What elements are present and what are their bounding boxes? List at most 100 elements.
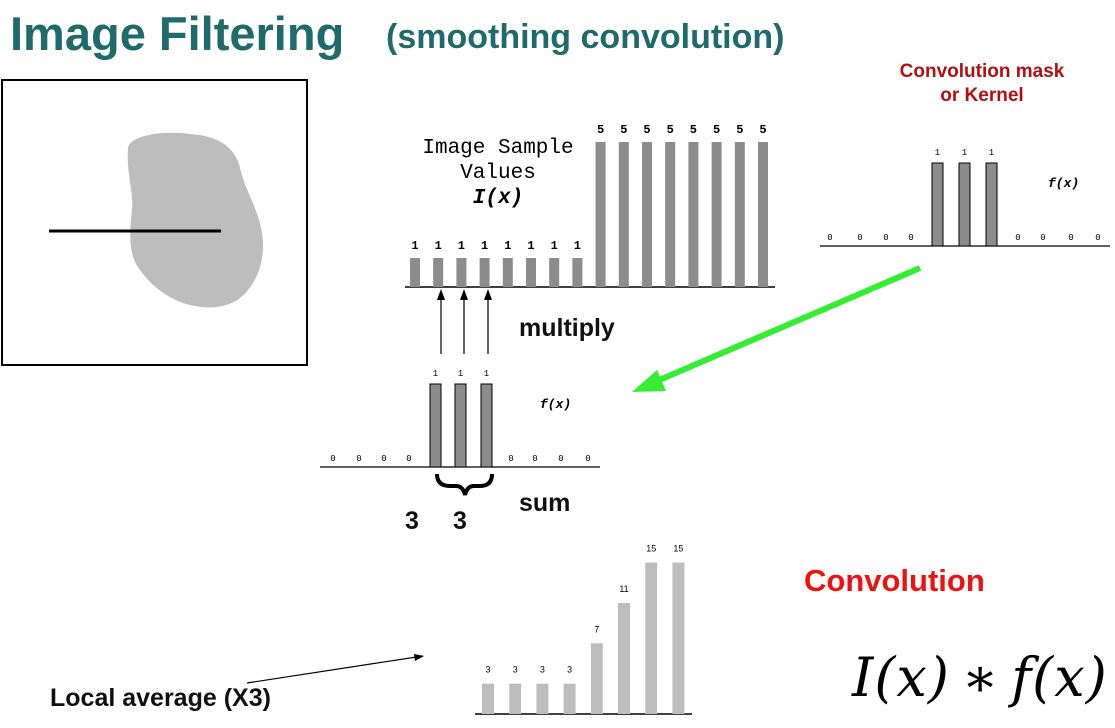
samples-bar (526, 258, 536, 287)
samples-bar (433, 258, 444, 287)
result-bar-label: 7 (594, 624, 599, 634)
slid-kernel-zero-label: 0 (381, 454, 386, 464)
samples-bar-label: 1 (551, 239, 558, 253)
samples-bar-label: 1 (458, 239, 465, 253)
samples-bar (502, 258, 513, 287)
mask-label-line2: or Kernel (940, 85, 1024, 106)
result-bar-label: 3 (513, 665, 518, 675)
kernel-bar-label: 1 (989, 148, 994, 158)
result-bar (645, 562, 658, 714)
kernel-bar-label: 1 (935, 148, 940, 158)
samples-bar (734, 142, 745, 287)
samples-bar (688, 142, 699, 287)
kernel-fx-label: f(x) (1048, 176, 1080, 191)
sum-brace (435, 473, 494, 496)
samples-bar-label: 1 (481, 239, 488, 253)
slid-kernel-zero-label: 0 (356, 454, 361, 464)
kernel-bar (931, 162, 944, 247)
multiply-arrowhead-3 (484, 289, 492, 300)
samples-bar-label: 1 (435, 239, 442, 253)
samples-bar-label: 5 (597, 123, 604, 137)
samples-bar-label: 1 (411, 239, 418, 253)
image-blob (127, 132, 264, 308)
samples-bar (642, 142, 652, 287)
slid-kernel-bar (454, 383, 467, 468)
samples-bar-label: 5 (736, 123, 743, 137)
samples-bar (549, 258, 560, 287)
sample-label-ix: I(x) (472, 187, 524, 210)
mask-label-line1: Convolution mask (899, 61, 1065, 82)
kernel-arrow (632, 265, 922, 392)
result-bar (590, 643, 603, 714)
kernel-zero-label: 0 (827, 233, 832, 243)
page-title: Image Filtering (10, 7, 345, 60)
kernel-zero-label: 0 (908, 233, 913, 243)
slid-kernel-bar-label: 1 (484, 369, 489, 379)
result-bar-label: 15 (673, 544, 683, 554)
result-bar-label: 3 (540, 665, 545, 675)
samples-bar (711, 142, 722, 287)
samples-bar (758, 142, 768, 287)
samples-bar-label: 5 (690, 123, 697, 137)
result-bar-label: 15 (646, 544, 656, 554)
kernel-zero-label: 0 (883, 233, 888, 243)
kernel-arrowhead (632, 370, 666, 392)
samples-bar-label: 5 (713, 123, 720, 137)
local-average-pointer (246, 655, 424, 684)
samples-bar (595, 142, 606, 287)
samples-bar-label: 5 (759, 123, 766, 137)
kernel-bar (958, 162, 971, 247)
convolution-label: Convolution (804, 563, 985, 598)
kernel-zero-label: 0 (857, 233, 862, 243)
samples-bar-label: 5 (667, 123, 674, 137)
sum-value-1: 3 (405, 507, 419, 535)
result-bar (482, 683, 494, 714)
samples-bar (479, 258, 490, 287)
slid-kernel-bar (429, 383, 442, 468)
slid-kernel-zero-label: 0 (330, 454, 335, 464)
slid-kernel-zero-label: 0 (585, 454, 590, 464)
sample-label-line1: Image Sample (422, 137, 574, 160)
result-bar (618, 602, 630, 714)
kernel-zero-label: 0 (1095, 233, 1100, 243)
page-subtitle: (smoothing convolution) (386, 18, 785, 56)
local-average-pointer-head (414, 654, 424, 661)
multiply-arrowhead-1 (437, 289, 445, 300)
result-bar-label: 3 (485, 665, 490, 675)
sum-label: sum (519, 489, 571, 517)
samples-bar (410, 258, 420, 287)
result-bar-label: 3 (567, 665, 572, 675)
slid-kernel-fx-label: f(x) (540, 397, 572, 412)
convolution-formula: I(x) ∗ f(x) (852, 646, 1108, 709)
samples-bar (665, 142, 676, 287)
kernel-bar-label: 1 (962, 148, 967, 158)
slid-kernel-bar-label: 1 (433, 369, 438, 379)
samples-bar-label: 1 (527, 239, 534, 253)
result-bar-label: 11 (619, 584, 628, 594)
image-sample-label: Image Sample Values I(x) (398, 136, 598, 211)
result-bar (536, 683, 549, 714)
sample-label-line2: Values (460, 162, 536, 185)
kernel-bar (985, 162, 998, 247)
sum-value-2: 3 (453, 507, 467, 535)
multiply-arrows (437, 289, 492, 354)
slid-kernel-zero-label: 0 (508, 454, 513, 464)
multiply-arrowhead-2 (460, 289, 468, 300)
multiply-label: multiply (519, 314, 615, 342)
image-illustration (1, 79, 308, 366)
kernel-zero-label: 0 (1040, 233, 1045, 243)
samples-bar-label: 5 (643, 123, 650, 137)
slid-kernel-zero-label: 0 (406, 454, 411, 464)
kernel-zero-label: 0 (1068, 233, 1073, 243)
slid-kernel-bar-label: 1 (458, 369, 463, 379)
samples-bar (456, 258, 467, 287)
samples-bar-label: 1 (574, 239, 581, 253)
slid-kernel-bar (480, 383, 493, 468)
samples-bar-label: 1 (504, 239, 511, 253)
kernel-arrow-shaft (648, 265, 922, 387)
local-average-label: Local average (X3) (50, 684, 271, 712)
slid-kernel-zero-label: 0 (558, 454, 563, 464)
result-bar (563, 683, 576, 714)
samples-bar (618, 142, 629, 287)
